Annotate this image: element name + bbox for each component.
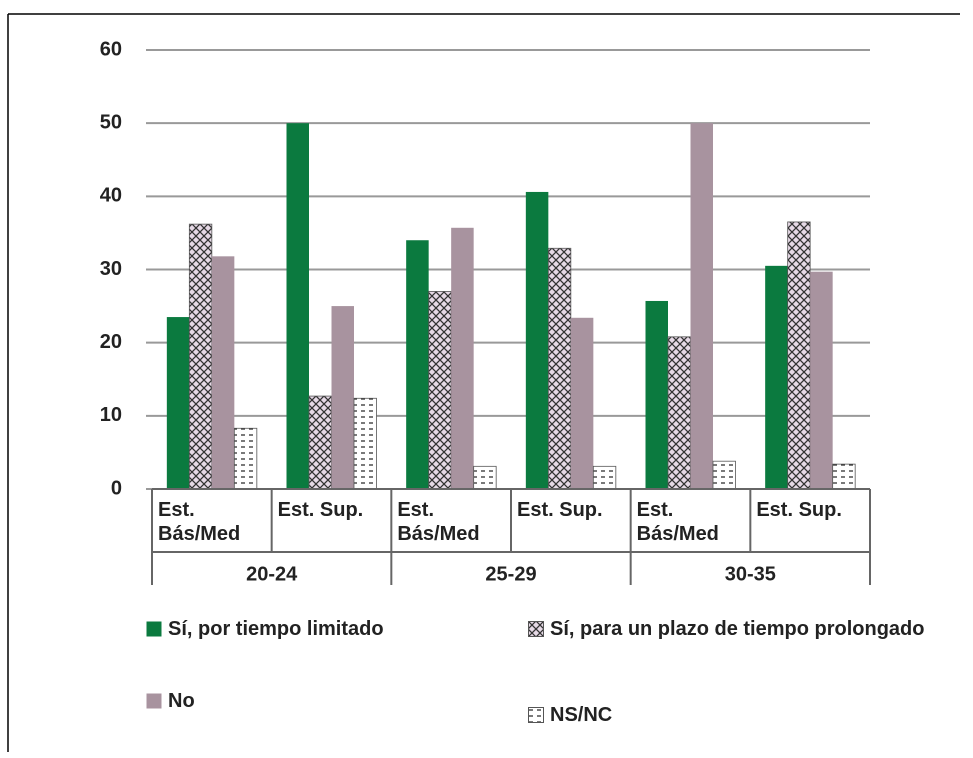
bar (765, 265, 788, 489)
bar (570, 317, 594, 489)
group-label: 30-35 (725, 563, 776, 585)
x-tick-label: Est. Sup. (517, 499, 603, 521)
legend-swatch-rect (146, 693, 162, 709)
legend-item: No (146, 686, 546, 716)
bar (353, 397, 377, 490)
x-tick-label: Est. Sup. (756, 499, 842, 521)
bar (832, 463, 856, 490)
bar (690, 123, 713, 490)
legend-label: No (168, 690, 195, 712)
bar (645, 300, 668, 489)
y-tick-label: 30 (100, 258, 122, 280)
legend-label: Sí, por tiempo limitado (168, 618, 384, 640)
y-tick-label: 0 (111, 477, 122, 499)
legend-item: Sí, para un plazo de tiempo prolongado (528, 614, 928, 644)
bar (308, 395, 332, 490)
bar (787, 221, 811, 490)
bar (233, 427, 258, 490)
legend-swatch-rect (528, 707, 544, 723)
bar (428, 291, 452, 490)
group-label: 20-24 (246, 563, 298, 585)
x-tick-label: Est. Bás/Med (158, 499, 241, 545)
legend-swatch-rect (528, 621, 544, 637)
bar (331, 306, 354, 489)
bar (473, 465, 497, 490)
legend-swatch (528, 621, 544, 637)
bar (810, 271, 833, 489)
x-tick-label: Est. Sup. (277, 499, 364, 521)
bar (188, 223, 213, 490)
legend-item: Sí, por tiempo limitado (146, 614, 546, 644)
bar (166, 317, 190, 489)
legend-label: NS/NC (550, 704, 613, 726)
legend-swatch (146, 693, 162, 709)
y-tick-label: 50 (100, 111, 122, 133)
bar (547, 247, 572, 490)
legend-swatch (528, 707, 544, 723)
legend-item: NS/NC (528, 700, 928, 730)
group-label: 25-29 (485, 563, 536, 585)
y-tick-label: 40 (100, 185, 122, 207)
y-tick-label: 10 (100, 404, 122, 426)
y-tick-label: 60 (100, 38, 122, 60)
legend-swatch (146, 621, 162, 637)
x-tick-label: Est. Bás/Med (636, 499, 719, 545)
bar (592, 465, 617, 490)
bar (525, 191, 549, 489)
legend-label: Sí, para un plazo de tiempo prolongado (550, 618, 925, 640)
bar (667, 336, 691, 490)
y-tick-label: 20 (100, 331, 122, 353)
legend-swatch-rect (146, 621, 162, 637)
x-tick-label: Est. Bás/Med (397, 499, 480, 545)
bar (211, 256, 235, 489)
bar (451, 227, 474, 490)
bar (712, 460, 736, 490)
bar (286, 123, 309, 490)
bar (406, 240, 429, 489)
